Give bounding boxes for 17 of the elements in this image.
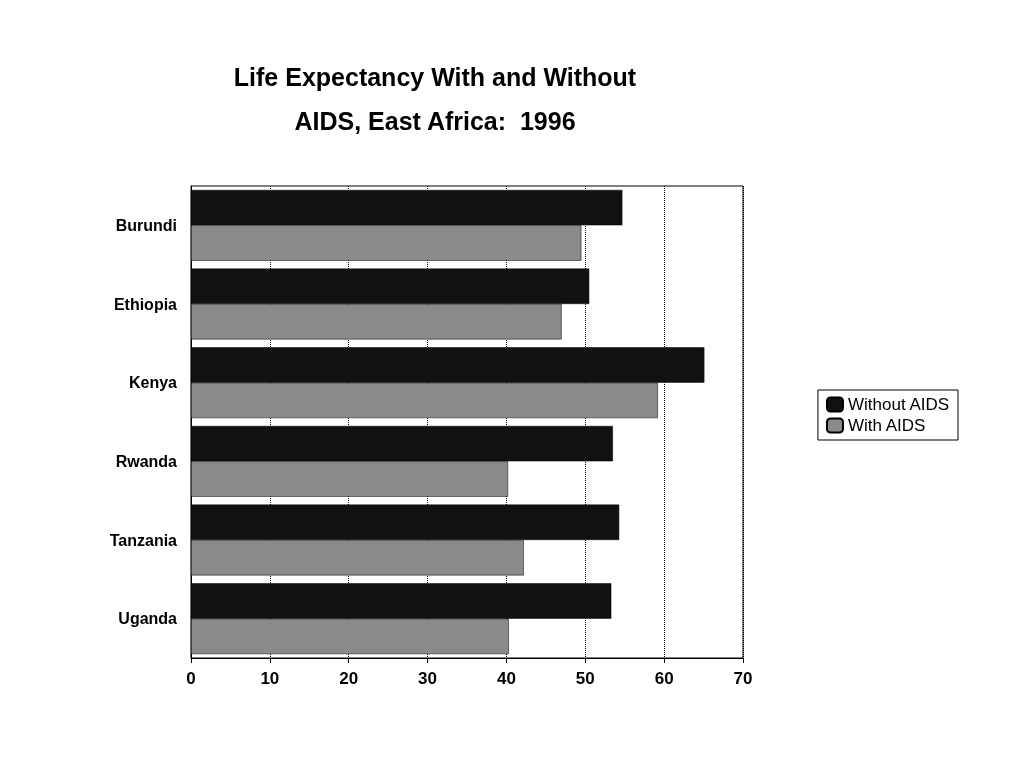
x-tick-label: 70: [733, 669, 753, 688]
x-tick-label: 0: [186, 669, 196, 688]
y-tick-label: Burundi: [115, 216, 177, 234]
y-tick-label: Ethiopia: [113, 295, 178, 313]
legend-label: Without AIDS: [847, 395, 950, 414]
y-tick-label: Tanzania: [109, 531, 178, 549]
chart-title: Life Expectancy With and Without AIDS, East Africa: 1996: [233, 63, 637, 135]
x-tick-label: 20: [339, 669, 359, 688]
x-tick-label: 10: [260, 669, 280, 688]
y-tick-label: Kenya: [128, 374, 178, 392]
x-tick-label: 30: [418, 669, 438, 688]
x-tick-label: 40: [496, 669, 516, 688]
x-tick-label: 50: [575, 669, 595, 688]
y-tick-label: Uganda: [118, 610, 178, 628]
y-tick-label: Rwanda: [115, 452, 178, 470]
legend-label: With AIDS: [847, 416, 926, 435]
x-tick-label: 60: [654, 669, 674, 688]
